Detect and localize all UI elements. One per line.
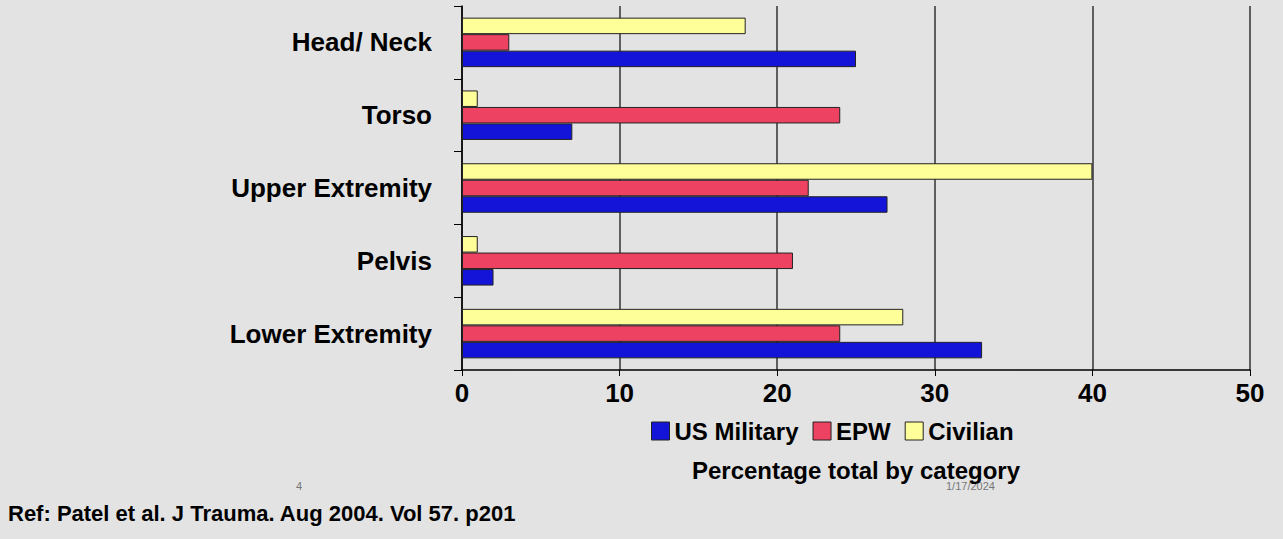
svg-text:Civilian: Civilian: [928, 418, 1013, 445]
svg-text:Torso: Torso: [362, 100, 432, 130]
svg-text:10: 10: [605, 378, 634, 408]
svg-text:0: 0: [455, 378, 469, 408]
svg-text:Upper Extremity: Upper Extremity: [231, 173, 432, 203]
svg-text:4: 4: [296, 480, 302, 492]
svg-text:20: 20: [763, 378, 792, 408]
svg-text:Pelvis: Pelvis: [357, 246, 432, 276]
svg-text:30: 30: [920, 378, 949, 408]
svg-text:40: 40: [1078, 378, 1107, 408]
svg-text:Head/ Neck: Head/ Neck: [292, 27, 433, 57]
svg-text:Lower Extremity: Lower Extremity: [230, 319, 433, 349]
svg-text:50: 50: [1236, 378, 1265, 408]
svg-text:EPW: EPW: [836, 418, 891, 445]
svg-text:US Military: US Military: [675, 418, 800, 445]
svg-text:1/17/2024: 1/17/2024: [946, 479, 995, 492]
svg-text:Ref: Patel et al. J Trauma. Au: Ref: Patel et al. J Trauma. Aug 2004. Vo…: [8, 501, 515, 526]
svg-text:Percentage total by category: Percentage total by category: [692, 457, 1021, 484]
